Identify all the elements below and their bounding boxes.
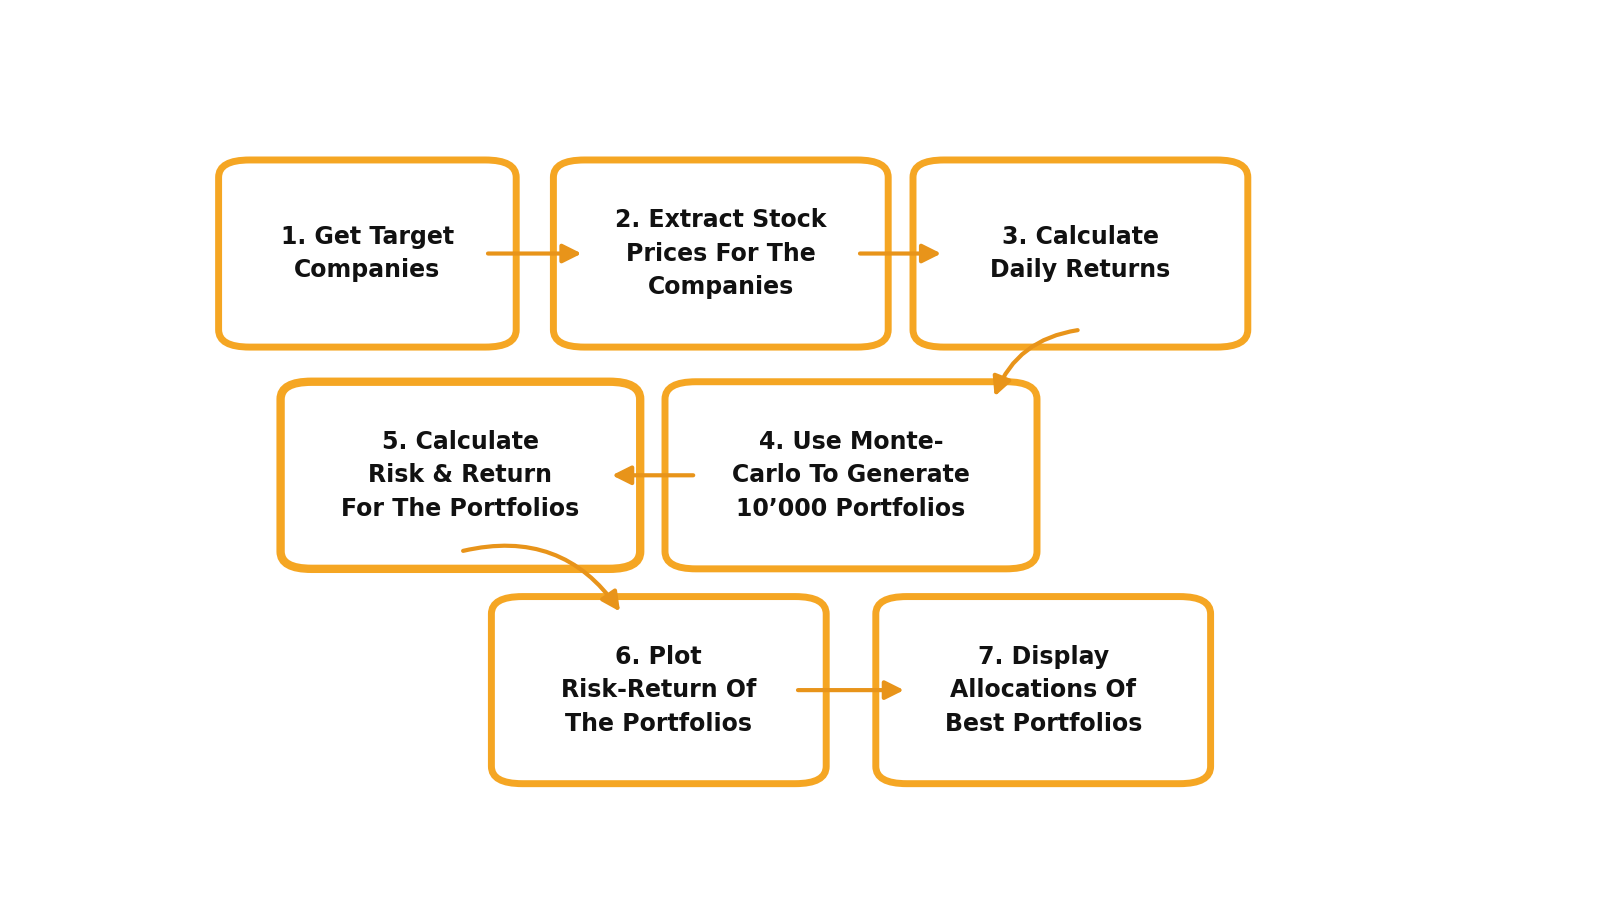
FancyBboxPatch shape (491, 597, 826, 784)
FancyBboxPatch shape (554, 160, 888, 347)
FancyBboxPatch shape (666, 382, 1037, 569)
FancyBboxPatch shape (219, 160, 517, 347)
Text: 4. Use Monte-
Carlo To Generate
10’000 Portfolios: 4. Use Monte- Carlo To Generate 10’000 P… (733, 430, 970, 521)
Text: 2. Extract Stock
Prices For The
Companies: 2. Extract Stock Prices For The Companie… (614, 208, 827, 299)
FancyBboxPatch shape (914, 160, 1248, 347)
FancyBboxPatch shape (280, 382, 640, 569)
Text: 7. Display
Allocations Of
Best Portfolios: 7. Display Allocations Of Best Portfolio… (944, 644, 1142, 735)
Text: 5. Calculate
Risk & Return
For The Portfolios: 5. Calculate Risk & Return For The Portf… (341, 430, 579, 521)
FancyBboxPatch shape (875, 597, 1211, 784)
Text: 1. Get Target
Companies: 1. Get Target Companies (282, 225, 454, 283)
Text: 6. Plot
Risk-Return Of
The Portfolios: 6. Plot Risk-Return Of The Portfolios (562, 644, 757, 735)
Text: 3. Calculate
Daily Returns: 3. Calculate Daily Returns (990, 225, 1171, 283)
